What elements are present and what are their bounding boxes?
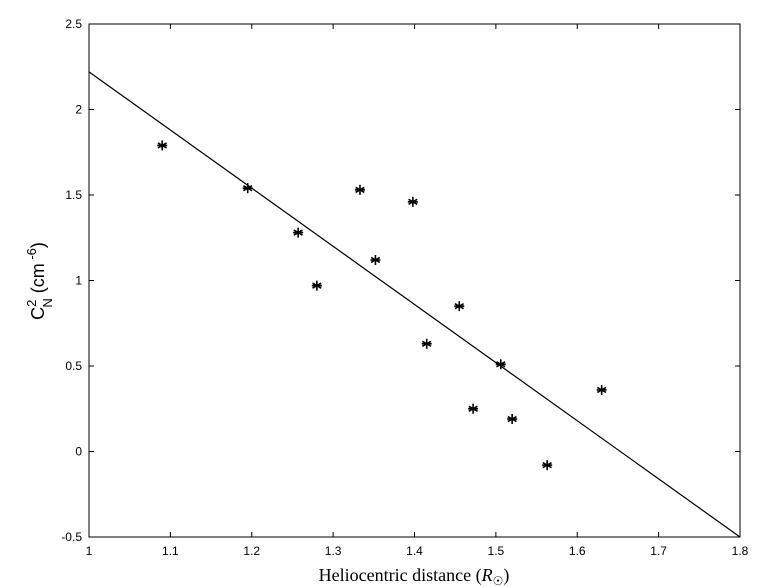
data-point-asterisk bbox=[370, 254, 381, 265]
trend-line bbox=[88, 71, 741, 538]
y-tick-label: -0.5 bbox=[61, 530, 82, 544]
data-point-asterisk bbox=[311, 280, 322, 291]
data-points bbox=[157, 140, 607, 471]
y-axis-ticks: -0.5 0 0.5 1 1.5 2 2.5 bbox=[61, 17, 740, 544]
data-point-asterisk bbox=[354, 184, 365, 195]
data-point-asterisk bbox=[542, 460, 553, 471]
data-point-asterisk bbox=[157, 140, 168, 151]
data-point-asterisk bbox=[421, 338, 432, 349]
x-tick-label: 1.4 bbox=[406, 544, 423, 558]
x-tick-label: 1.3 bbox=[325, 544, 342, 558]
y-tick-label: 0 bbox=[75, 445, 82, 459]
x-tick-label: 1.2 bbox=[243, 544, 260, 558]
data-point-asterisk bbox=[468, 403, 479, 414]
y-tick-label: 2 bbox=[75, 103, 82, 117]
data-point-asterisk bbox=[293, 227, 304, 238]
x-tick-label: 1.5 bbox=[488, 544, 505, 558]
y-tick-label: 1 bbox=[75, 274, 82, 288]
data-point-asterisk bbox=[242, 183, 253, 194]
x-axis-label: Heliocentric distance (R☉) bbox=[319, 565, 510, 587]
data-point-asterisk bbox=[407, 196, 418, 207]
y-axis-label: C2N (cm -6) bbox=[24, 242, 55, 320]
y-tick-label: 0.5 bbox=[65, 359, 82, 373]
data-point-asterisk bbox=[507, 414, 518, 425]
x-axis-ticks: 1 1.1 1.2 1.3 1.4 1.5 1.6 1.7 1.8 bbox=[86, 24, 749, 558]
x-tick-label: 1.8 bbox=[732, 544, 749, 558]
data-point-asterisk bbox=[454, 301, 465, 312]
y-tick-label: 1.5 bbox=[65, 188, 82, 202]
data-point-asterisk bbox=[495, 359, 506, 370]
plot-frame bbox=[88, 23, 741, 538]
x-tick-label: 1.6 bbox=[569, 544, 586, 558]
x-tick-label: 1 bbox=[86, 544, 93, 558]
y-tick-label: 2.5 bbox=[65, 17, 82, 31]
x-tick-label: 1.7 bbox=[650, 544, 667, 558]
data-point-asterisk bbox=[596, 384, 607, 395]
x-tick-label: 1.1 bbox=[162, 544, 179, 558]
